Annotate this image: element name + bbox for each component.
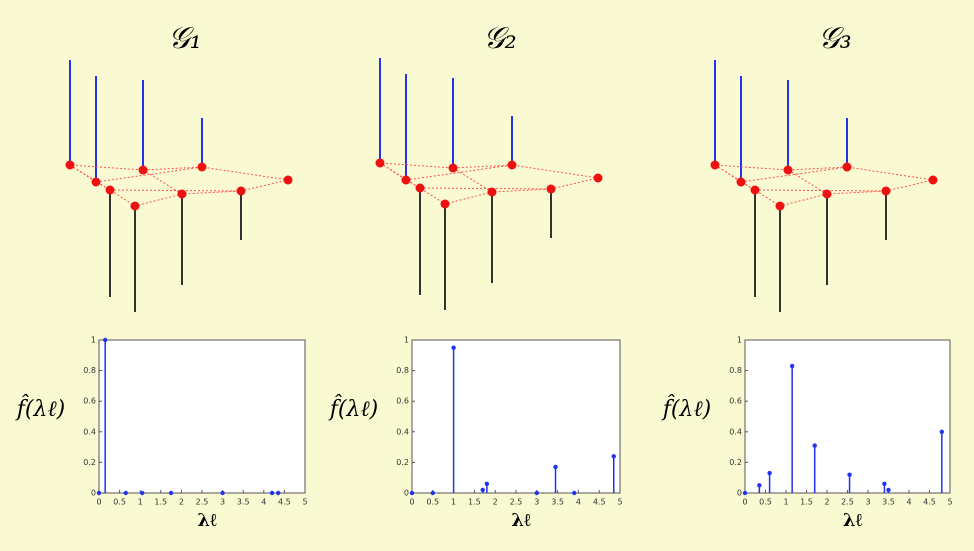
stem-marker — [757, 483, 762, 488]
x-tick-label: 1 — [451, 498, 456, 507]
y-tick-label: 0.6 — [729, 397, 742, 406]
x-tick-label: 3.5 — [882, 498, 895, 507]
stem-marker — [534, 490, 539, 496]
x-tick-label: 3.5 — [237, 498, 250, 507]
x-tick-label: 2.5 — [510, 498, 523, 507]
stem-marker — [767, 470, 772, 476]
x-tick-label: 0.5 — [759, 498, 772, 507]
y-tick-label: 0 — [737, 489, 742, 498]
y-tick-label: 0.2 — [396, 458, 409, 467]
stem-marker — [553, 464, 558, 470]
x-tick-label: 3 — [534, 498, 539, 507]
graph-drawing — [64, 59, 294, 313]
stem-marker — [886, 487, 891, 493]
chart-title: 𝒢₁ — [168, 21, 201, 56]
x-tick-label: 4.5 — [923, 498, 936, 507]
graph-drawing — [374, 57, 604, 311]
stem-marker — [939, 429, 944, 434]
chart-title: 𝒢₃ — [818, 21, 851, 56]
stem-marker — [123, 490, 128, 496]
stem-marker — [611, 454, 616, 459]
stem-marker — [269, 490, 275, 496]
x-tick-label: 2.5 — [196, 498, 209, 507]
x-tick-label: 0 — [742, 498, 747, 507]
stem-marker — [484, 481, 490, 487]
stem-marker — [847, 472, 852, 477]
x-tick-label: 0 — [409, 498, 414, 507]
x-tick-label: 2 — [179, 498, 184, 507]
x-tick-label: 4.5 — [278, 498, 291, 507]
stem-marker — [742, 490, 748, 496]
x-axis-label: λℓ — [197, 510, 217, 531]
plot-frame — [98, 339, 306, 494]
x-tick-label: 2 — [493, 498, 498, 507]
y-tick-label: 0 — [404, 489, 409, 498]
stem-marker — [789, 363, 795, 369]
x-tick-label: 3 — [865, 498, 870, 507]
stem-marker — [140, 490, 145, 496]
y-axis-label: f̂(λℓ) — [661, 395, 711, 422]
y-axis-label: f̂(λℓ) — [328, 395, 378, 422]
y-tick-label: 1 — [91, 336, 96, 345]
x-tick-label: 0.5 — [426, 498, 439, 507]
y-tick-label: 0.4 — [396, 427, 409, 436]
y-tick-label: 0.2 — [83, 458, 96, 467]
y-axis-label: f̂(λℓ) — [15, 395, 65, 422]
x-tick-label: 0.5 — [113, 498, 126, 507]
x-tick-label: 2.5 — [841, 498, 854, 507]
y-tick-label: 0.2 — [729, 458, 742, 467]
x-tick-label: 4 — [576, 498, 581, 507]
stem-marker — [812, 443, 817, 448]
x-tick-label: 1 — [783, 498, 788, 507]
stem-marker — [882, 481, 887, 487]
plot-frame — [411, 339, 621, 494]
x-axis-label: λℓ — [843, 510, 863, 531]
stem-marker — [572, 490, 577, 496]
y-tick-label: 1 — [737, 336, 742, 345]
x-tick-label: 2 — [824, 498, 829, 507]
chart-title: 𝒢₂ — [483, 21, 516, 56]
plot-frame — [744, 339, 951, 494]
x-tick-label: 4 — [906, 498, 911, 507]
x-tick-label: 3 — [220, 498, 225, 507]
graph-drawing — [709, 59, 939, 313]
y-tick-label: 0.4 — [729, 427, 742, 436]
x-tick-label: 5 — [302, 498, 307, 507]
stem-marker — [96, 490, 102, 496]
x-tick-label: 4 — [261, 498, 266, 507]
stem-marker — [220, 490, 225, 496]
stem-marker — [451, 345, 456, 350]
stem-marker — [276, 490, 281, 496]
x-tick-label: 0 — [96, 498, 101, 507]
stem-marker — [168, 490, 174, 496]
stem-marker — [430, 490, 435, 496]
y-tick-label: 0.6 — [396, 397, 409, 406]
y-tick-label: 0 — [91, 489, 96, 498]
y-tick-label: 0.4 — [83, 427, 96, 436]
x-tick-label: 1.5 — [468, 498, 481, 507]
x-tick-label: 1 — [138, 498, 143, 507]
y-tick-label: 1 — [404, 336, 409, 345]
x-tick-label: 1.5 — [154, 498, 167, 507]
y-tick-label: 0.6 — [83, 397, 96, 406]
y-tick-label: 0.8 — [396, 366, 409, 375]
x-tick-label: 5 — [617, 498, 622, 507]
x-tick-label: 4.5 — [593, 498, 606, 507]
stem-marker — [409, 490, 415, 496]
stem-marker — [102, 337, 108, 343]
y-tick-label: 0.8 — [83, 366, 96, 375]
stem-marker — [480, 487, 485, 493]
x-axis-label: λℓ — [511, 510, 531, 531]
x-tick-label: 5 — [947, 498, 952, 507]
x-tick-label: 1.5 — [800, 498, 813, 507]
x-tick-label: 3.5 — [551, 498, 564, 507]
y-tick-label: 0.8 — [729, 366, 742, 375]
